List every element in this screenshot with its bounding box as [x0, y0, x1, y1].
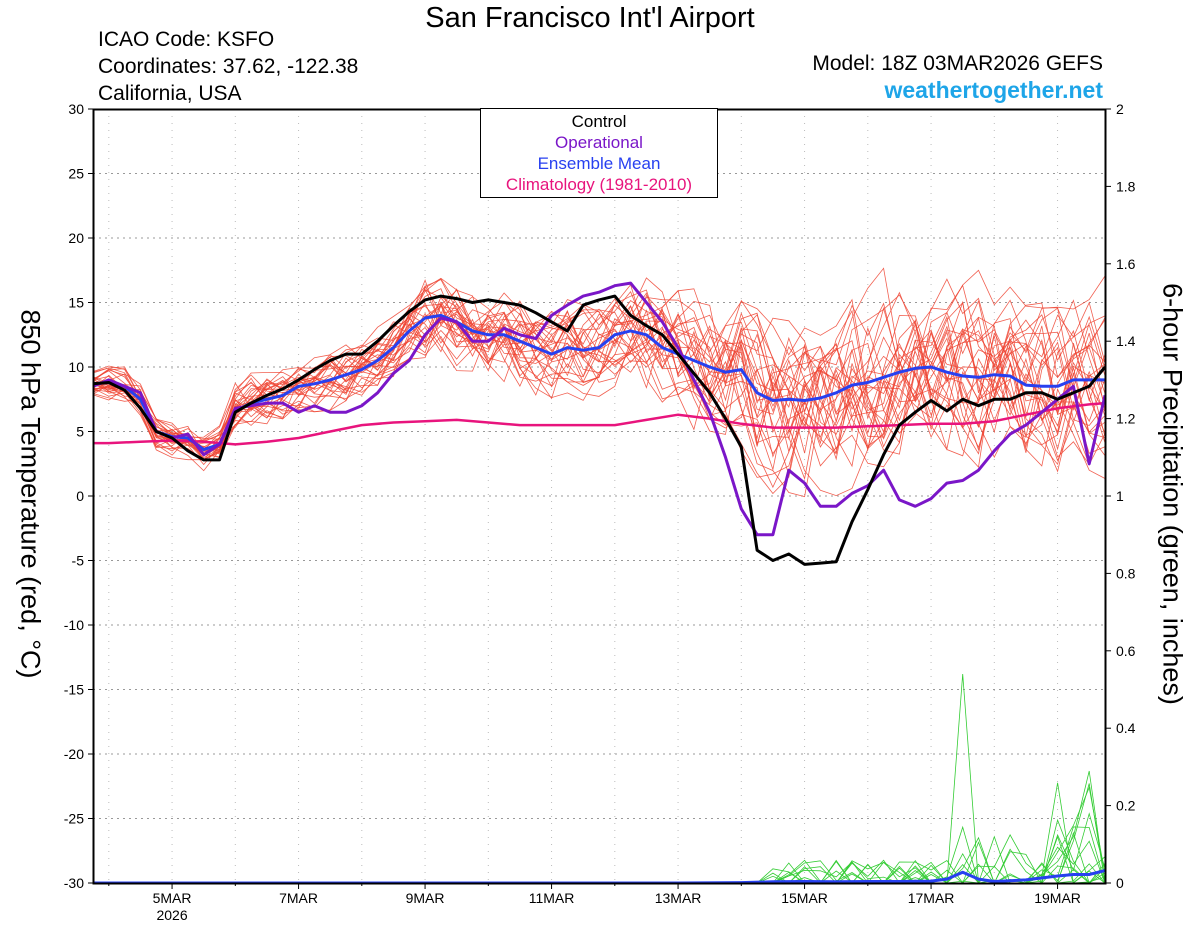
ensemble-member-line	[92, 278, 1106, 458]
x-tick-sublabel: 2026	[156, 907, 187, 923]
ensemble-member-line	[92, 289, 1106, 459]
y-tick-label-left: -15	[64, 682, 84, 698]
ensemble-member-line	[92, 289, 1106, 466]
y-tick-label-left: -5	[72, 553, 85, 569]
precip-member-line	[93, 673, 1106, 884]
legend-operational: Operational	[555, 133, 643, 152]
y-tick-label-left: 30	[68, 101, 84, 117]
plot-frame	[92, 108, 1107, 885]
site-link[interactable]: weathertogether.net	[884, 77, 1103, 103]
y-tick-label-right: 1.8	[1116, 178, 1136, 194]
y-tick-label-right: 0.4	[1116, 720, 1136, 736]
y-tick-label-left: 10	[68, 359, 84, 375]
series-lines	[92, 281, 1107, 885]
y-tick-label-left: -20	[64, 746, 84, 762]
ensemble-mean-precip-line	[93, 869, 1106, 885]
precip-member-line	[93, 818, 1106, 884]
y-axis-left-label: 850 hPa Temperature (red, °C)	[15, 309, 46, 679]
x-tick-label: 9MAR	[406, 890, 445, 906]
legend-climatology: Climatology (1981-2010)	[505, 175, 693, 194]
control-line	[92, 294, 1107, 566]
y-tick-label-right: 0.6	[1116, 643, 1136, 659]
y-tick-label-left: -25	[64, 811, 84, 827]
y-tick-label-right: 0	[1116, 875, 1124, 891]
model-run: Model: 18Z 03MAR2026 GEFS	[812, 52, 1103, 75]
y-tick-label-right: 1	[1116, 488, 1124, 504]
legend-ensemble-mean: Ensemble Mean	[537, 154, 661, 173]
coordinates: Coordinates: 37.62, -122.38	[98, 55, 359, 78]
precip-member-line	[93, 770, 1106, 884]
y-tick-label-left: -30	[64, 875, 84, 891]
axes: -30 -25 -20 -15 -10 -5 0 5 10 15 20 25 30 0 0.2 0.4 0.6 0…	[64, 101, 1136, 923]
y-tick-label-right: 1.6	[1116, 256, 1136, 272]
x-tick-label: 11MAR	[529, 890, 575, 906]
region: California, USA	[98, 82, 242, 105]
ensemble-member-line	[92, 283, 1106, 455]
legend-control: Control	[571, 112, 627, 131]
y-tick-label-left: 20	[68, 230, 84, 246]
ensemble-member-line	[92, 300, 1106, 468]
ensemble-mean-line	[92, 313, 1105, 452]
ensemble-member-line	[92, 288, 1106, 481]
y-tick-label-left: 25	[68, 166, 84, 182]
y-tick-label-left: 5	[76, 424, 84, 440]
precip-members	[93, 673, 1106, 885]
x-tick-label: 7MAR	[279, 890, 318, 906]
y-tick-label-right: 2	[1116, 101, 1124, 117]
precip-member-line	[93, 825, 1106, 884]
y-tick-label-right: 1.2	[1116, 411, 1136, 427]
icao-code: ICAO Code: KSFO	[98, 28, 275, 51]
gridlines	[93, 109, 1105, 883]
y-tick-label-right: 0.2	[1116, 798, 1136, 814]
ensemble-member-line	[92, 279, 1106, 495]
climatology-line	[93, 401, 1106, 446]
x-tick-label: 15MAR	[781, 890, 828, 906]
operational-line	[92, 281, 1107, 537]
x-tick-label: 5MAR	[153, 890, 192, 906]
precip-member-line	[93, 826, 1106, 884]
legend: Control Operational Ensemble Mean Climat…	[480, 108, 718, 198]
ensemble-member-line	[92, 298, 1106, 457]
y-tick-label-left: 15	[68, 295, 84, 311]
x-tick-label: 17MAR	[908, 890, 955, 906]
y-axis-right-label: 6-hour Precipitation (green, inches)	[1157, 283, 1188, 705]
ensemble-member-line	[92, 284, 1106, 460]
x-tick-label: 13MAR	[655, 890, 702, 906]
y-tick-label-left: 0	[76, 488, 84, 504]
ensemble-member-line	[92, 275, 1106, 468]
y-tick-label-right: 1.4	[1116, 333, 1136, 349]
x-tick-label: 19MAR	[1034, 890, 1081, 906]
ensemble-member-line	[92, 313, 1106, 455]
ensemble-member-line	[92, 295, 1106, 462]
y-tick-label-right: 0.8	[1116, 565, 1136, 581]
y-tick-label-left: -10	[64, 617, 84, 633]
chart-title: San Francisco Int'l Airport	[425, 2, 755, 34]
ensemble-member-line	[92, 288, 1106, 438]
